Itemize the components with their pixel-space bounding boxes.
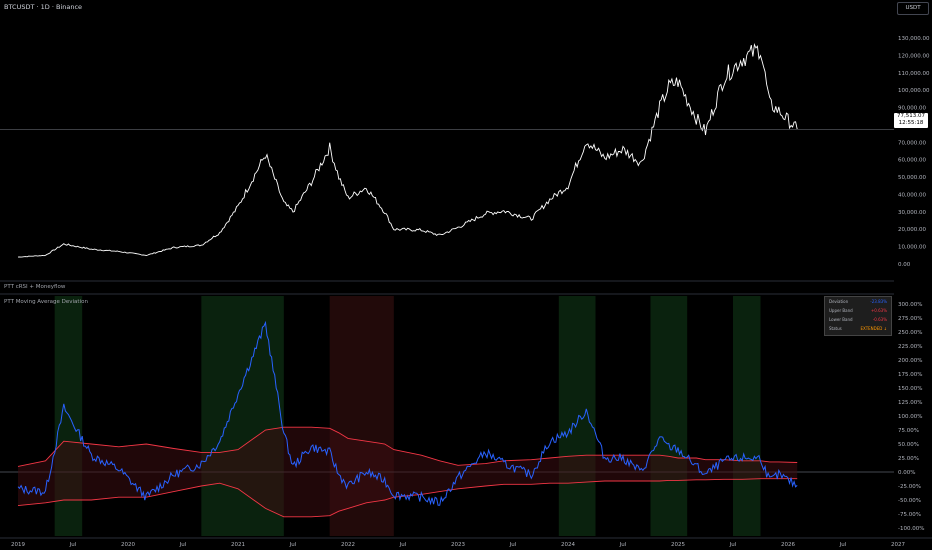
deviation-axis-label: 100.00% xyxy=(898,414,922,420)
status-key: Status xyxy=(829,326,842,331)
deviation-axis-label: 25.00% xyxy=(898,456,919,462)
status-key: Deviation xyxy=(829,299,849,304)
last-price-tag: 77,513.07 12:55:18 xyxy=(894,113,928,128)
deviation-axis-label: 150.00% xyxy=(898,386,922,392)
status-row-status: Status EXTENDED ↓ xyxy=(825,324,891,333)
time-axis-label: 2021 xyxy=(231,542,245,548)
deviation-axis-label: -100.00% xyxy=(898,526,924,532)
time-axis-label: 2027 xyxy=(891,542,905,548)
deviation-axis-label: 0.00% xyxy=(898,470,915,476)
status-value: EXTENDED ↓ xyxy=(860,326,887,331)
time-axis-label: 2025 xyxy=(671,542,685,548)
deviation-axis-label: 50.00% xyxy=(898,442,919,448)
upper-band-line xyxy=(17,426,798,467)
time-axis-label: Jul xyxy=(179,542,187,548)
status-row-lower-band: Lower Band -0.63% xyxy=(825,315,891,324)
status-value: +0.63% xyxy=(870,308,887,313)
time-axis-label: 2022 xyxy=(341,542,355,548)
indicator-title-crsi[interactable]: PTT cRSI + Moneyflow xyxy=(4,284,66,290)
price-axis-label: 110,000.00 xyxy=(898,71,930,77)
status-key: Lower Band xyxy=(829,317,853,322)
deviation-axis-label: 275.00% xyxy=(898,316,922,322)
deviation-axis-label: -75.00% xyxy=(898,512,921,518)
price-axis-label: 40,000.00 xyxy=(898,192,926,198)
time-axis-label: 2024 xyxy=(561,542,575,548)
deviation-axis-label: 300.00% xyxy=(898,302,922,308)
price-axis-label: 30,000.00 xyxy=(898,210,926,216)
deviation-line xyxy=(17,320,798,506)
time-axis-label: 2019 xyxy=(11,542,25,548)
price-axis-label: 90,000.00 xyxy=(898,106,926,112)
last-price: 77,513.07 xyxy=(897,113,925,119)
bg-zone xyxy=(733,296,761,536)
price-series-line xyxy=(17,42,798,258)
deviation-axis-label: 125.00% xyxy=(898,400,922,406)
price-axis-label: 60,000.00 xyxy=(898,158,926,164)
deviation-axis-label: 75.00% xyxy=(898,428,919,434)
status-value: -0.63% xyxy=(872,317,887,322)
status-row-upper-band: Upper Band +0.63% xyxy=(825,306,891,315)
deviation-axis-label: 225.00% xyxy=(898,344,922,350)
price-axis-label: 50,000.00 xyxy=(898,175,926,181)
bg-zone xyxy=(650,296,688,536)
price-axis-label: 120,000.00 xyxy=(898,53,930,59)
band-fill xyxy=(18,427,798,517)
deviation-axis-label: -50.00% xyxy=(898,498,921,504)
indicator-title-deviation[interactable]: PTT Moving Average Deviation xyxy=(4,299,88,305)
price-axis-label: 0.00 xyxy=(898,262,911,268)
time-axis-label: Jul xyxy=(509,542,517,548)
time-axis-label: Jul xyxy=(399,542,407,548)
price-axis-label: 70,000.00 xyxy=(898,140,926,146)
time-axis-label: 2023 xyxy=(451,542,465,548)
time-axis-label: 2026 xyxy=(781,542,795,548)
price-axis-label: 130,000.00 xyxy=(898,36,930,42)
symbol-title[interactable]: BTCUSDT · 1D · Binance xyxy=(4,3,83,11)
status-row-deviation: Deviation -23.83% xyxy=(825,297,891,306)
price-axis-label: 20,000.00 xyxy=(898,227,926,233)
time-axis-label: Jul xyxy=(289,542,297,548)
status-value: -23.83% xyxy=(870,299,887,304)
status-table: Deviation -23.83% Upper Band +0.63% Lower … xyxy=(824,296,892,336)
price-axis-label: 10,000.00 xyxy=(898,245,926,251)
time-axis-label: 2020 xyxy=(121,542,135,548)
deviation-axis-label: 200.00% xyxy=(898,358,922,364)
lower-band-line xyxy=(17,478,798,518)
currency-button[interactable]: USDT xyxy=(897,2,929,15)
bg-zone xyxy=(558,296,596,536)
bar-countdown: 12:55:18 xyxy=(898,120,924,126)
time-axis-label: Jul xyxy=(729,542,737,548)
deviation-axis-label: 175.00% xyxy=(898,372,922,378)
time-axis-label: Jul xyxy=(619,542,627,548)
time-axis-label: Jul xyxy=(69,542,77,548)
time-axis-label: Jul xyxy=(839,542,847,548)
deviation-axis-label: 250.00% xyxy=(898,330,922,336)
price-axis-label: 100,000.00 xyxy=(898,88,930,94)
status-key: Upper Band xyxy=(829,308,853,313)
deviation-axis-label: -25.00% xyxy=(898,484,921,490)
